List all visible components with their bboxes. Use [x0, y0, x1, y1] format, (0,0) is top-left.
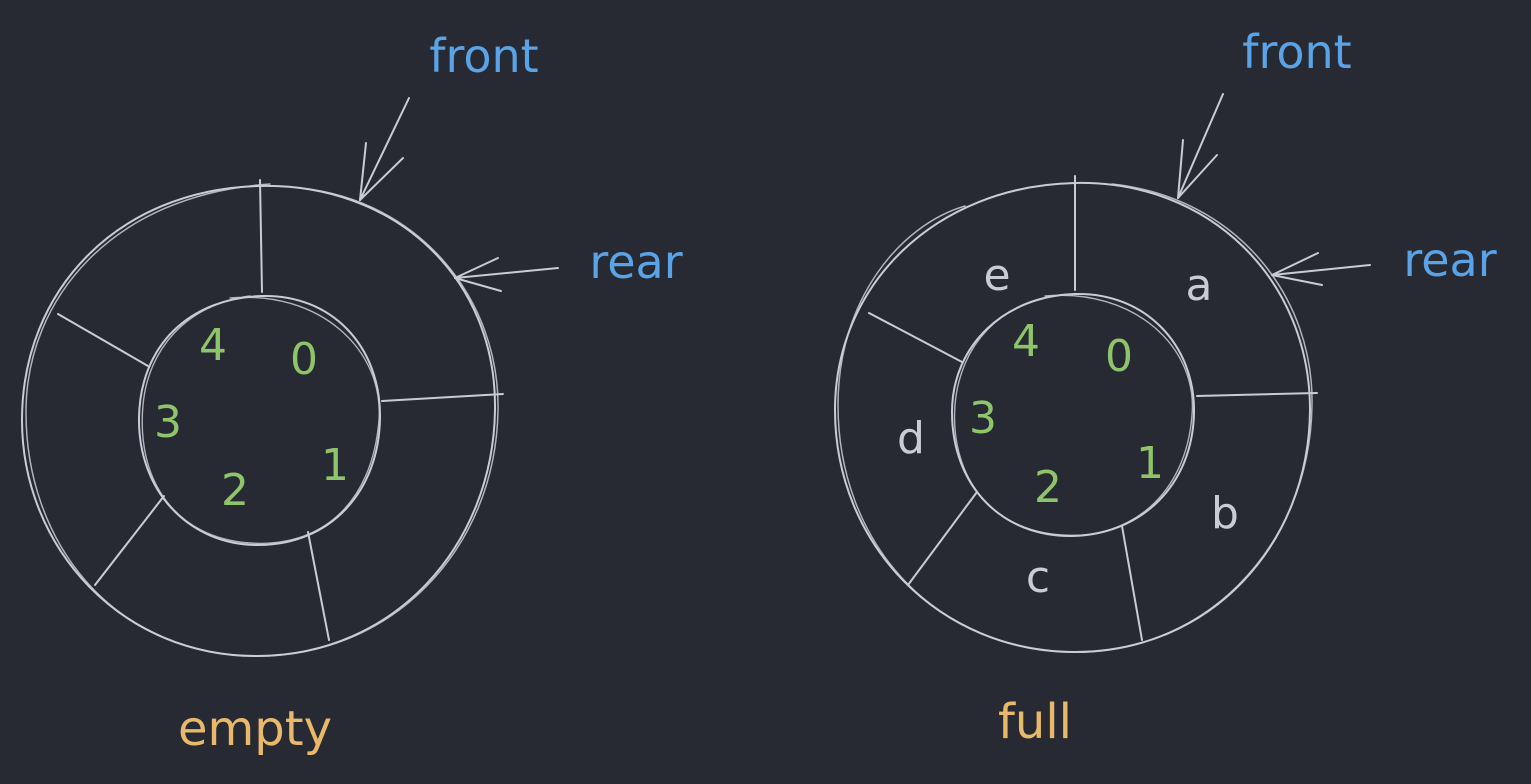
- slot-index-2: 2: [221, 465, 249, 516]
- diagram-full: front rear 0 1 2 3 4 a b c d e full: [834, 25, 1497, 750]
- slot-index-3: 3: [154, 397, 182, 448]
- rear-label: rear: [1403, 233, 1496, 287]
- slot-index-1: 1: [321, 440, 349, 491]
- rear-arrow: [454, 257, 559, 292]
- slot-value-3: d: [897, 413, 925, 464]
- slot-dividers: [868, 175, 1318, 641]
- rear-label: rear: [589, 235, 682, 289]
- rear-arrow: [1271, 252, 1371, 286]
- slot-index-3: 3: [969, 393, 997, 444]
- slot-value-0: a: [1186, 260, 1213, 311]
- outer-ring: [21, 183, 499, 658]
- inner-ring: [137, 294, 382, 546]
- slot-value-4: e: [983, 250, 1010, 301]
- slot-index-2: 2: [1034, 462, 1062, 513]
- slot-index-4: 4: [199, 320, 227, 371]
- slot-index-0: 0: [290, 334, 318, 385]
- diagram-caption: full: [998, 694, 1072, 750]
- slot-index-4: 4: [1012, 316, 1040, 367]
- slot-dividers: [57, 179, 504, 641]
- slot-value-2: c: [1026, 552, 1050, 603]
- diagram-caption: empty: [178, 701, 332, 757]
- diagram-empty: front rear 0 1 2 3 4 empty: [21, 29, 683, 757]
- outer-ring: [834, 181, 1313, 653]
- slot-index-0: 0: [1105, 331, 1133, 382]
- front-label: front: [1242, 25, 1351, 79]
- slot-index-1: 1: [1136, 438, 1164, 489]
- front-arrow: [1177, 93, 1224, 199]
- inner-ring: [951, 292, 1196, 538]
- front-arrow: [359, 97, 410, 201]
- slot-value-1: b: [1211, 488, 1239, 539]
- front-label: front: [429, 29, 538, 83]
